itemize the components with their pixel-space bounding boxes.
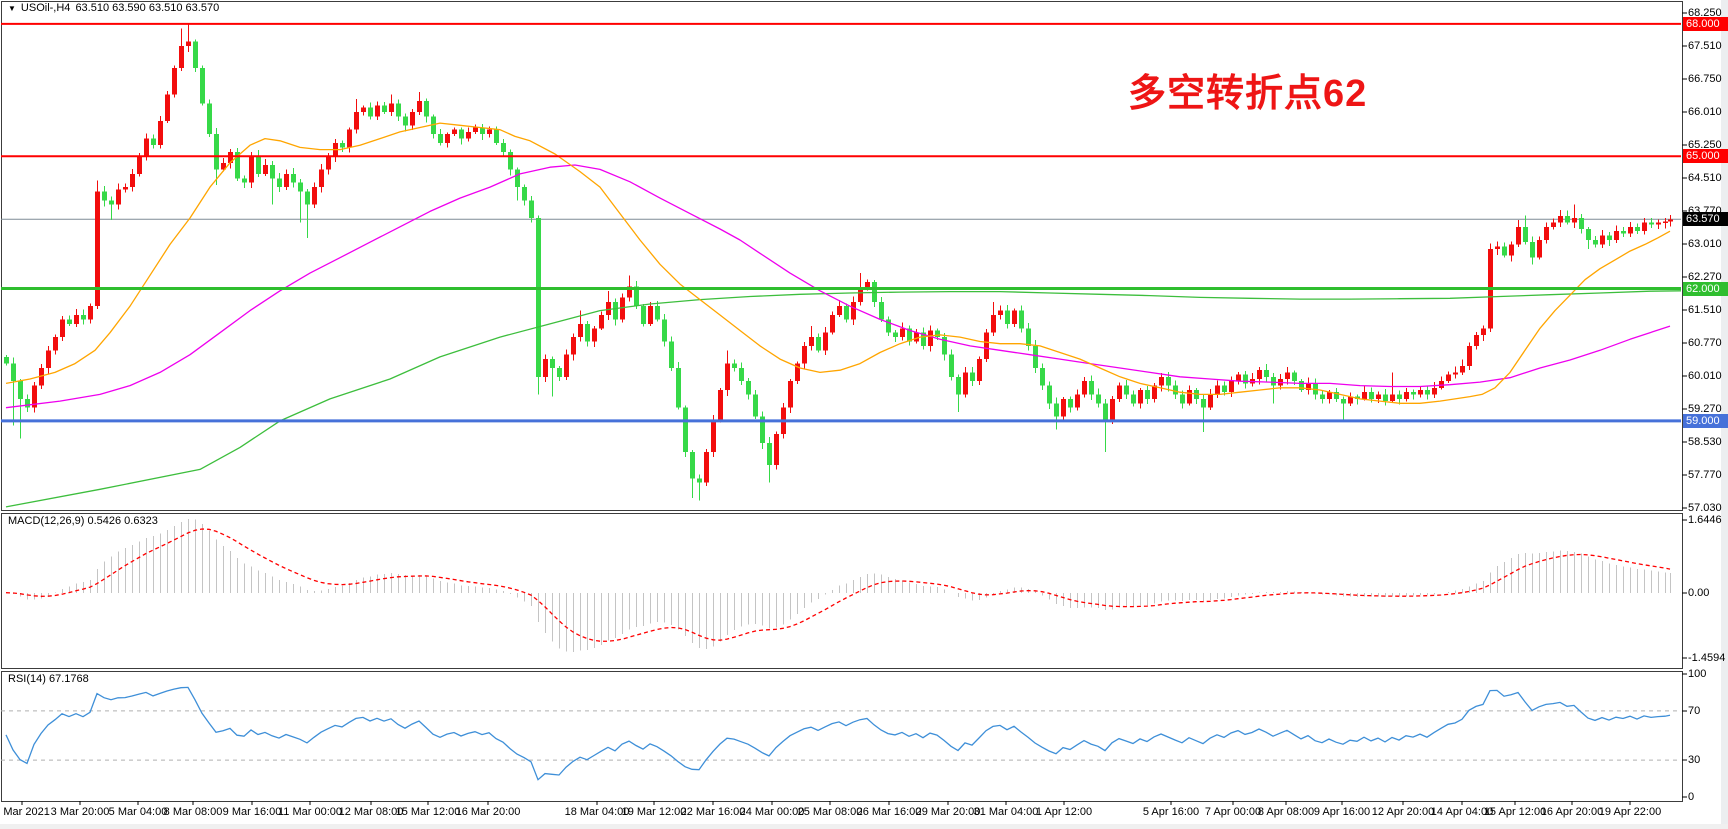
- ohlc-values: 63.510 63.590 63.510 63.570: [75, 2, 220, 14]
- indicator-axis-label: 30: [1688, 754, 1701, 766]
- price-tick-label: 59.270: [1688, 403, 1722, 415]
- time-axis-label: 12 Apr 20:00: [1371, 806, 1435, 818]
- time-axis-label: 3 Mar 20:00: [50, 806, 110, 818]
- price-tick-label: 60.770: [1688, 337, 1722, 349]
- price-tick-label: 58.530: [1688, 436, 1722, 448]
- level-price-label: 62.000: [1683, 281, 1728, 296]
- time-axis-label: 8 Apr 08:00: [1257, 806, 1315, 818]
- time-axis-label: 9 Apr 16:00: [1313, 806, 1371, 818]
- time-axis-label: 24 Mar 00:00: [739, 806, 805, 818]
- time-axis-label: 12 Mar 08:00: [338, 806, 404, 818]
- time-axis-label: 16 Mar 20:00: [455, 806, 521, 818]
- rsi-line: [5, 686, 1671, 781]
- time-axis-label: 31 Mar 04:00: [973, 806, 1039, 818]
- price-tick-label: 62.270: [1688, 271, 1722, 283]
- ma-slow-green[interactable]: [5, 290, 1682, 508]
- indicator-axis-label: 0.00: [1688, 587, 1710, 599]
- time-axis-label: 15 Apr 12:00: [1483, 806, 1547, 818]
- indicator-axis-label: 70: [1688, 705, 1701, 717]
- macd-histogram: [6, 518, 1671, 652]
- time-axis-label: 26 Mar 16:00: [856, 806, 922, 818]
- macd-layer: [5, 518, 1671, 652]
- macd-signal-line: [5, 528, 1671, 642]
- price-tick-label: 65.250: [1688, 139, 1722, 151]
- time-axis-label: 22 Mar 16:00: [680, 806, 746, 818]
- time-axis-label: 25 Mar 08:00: [797, 806, 863, 818]
- price-tick-label: 68.250: [1688, 7, 1722, 19]
- time-axis-label: 11 Mar 00:00: [277, 806, 343, 818]
- current-price-label: 63.570: [1683, 212, 1728, 227]
- price-tick-label: 61.510: [1688, 304, 1722, 316]
- time-axis-label: 1 Apr 12:00: [1035, 806, 1093, 818]
- time-axis-label: 2 Mar 2021: [0, 806, 50, 818]
- indicator-axis-label: -1.4594: [1688, 652, 1726, 664]
- price-tick-label: 66.010: [1688, 106, 1722, 118]
- level-price-label: 65.000: [1683, 149, 1728, 164]
- main-chart-layer: [1, 22, 1682, 508]
- price-tick-label: 64.510: [1688, 172, 1722, 184]
- price-tick-label: 57.030: [1688, 502, 1722, 514]
- main-panel-frame: [1, 1, 1683, 511]
- macd-panel-frame: [1, 513, 1683, 669]
- macd-indicator-label: MACD(12,26,9) 0.5426 0.6323: [8, 515, 158, 527]
- rsi-panel-frame: [1, 671, 1683, 802]
- time-axis-label: 16 Apr 20:00: [1540, 806, 1604, 818]
- time-axis-label: 29 Mar 20:00: [915, 806, 981, 818]
- time-axis-label: 19 Mar 12:00: [621, 806, 687, 818]
- candles-layer: [4, 24, 1673, 501]
- rsi-indicator-label: RSI(14) 67.1768: [8, 673, 89, 685]
- chart-header: ▼ USOil-,H4 63.510 63.590 63.510 63.570: [8, 2, 219, 14]
- price-tick-label: 57.770: [1688, 469, 1722, 481]
- time-axis-label: 7 Apr 00:00: [1204, 806, 1262, 818]
- time-axis-label: 15 Mar 12:00: [395, 806, 461, 818]
- ma-fast-orange[interactable]: [5, 122, 1671, 404]
- ma-medium-magenta[interactable]: [5, 164, 1671, 409]
- level-price-label: 68.000: [1683, 16, 1728, 31]
- time-axis-label: 8 Mar 08:00: [163, 806, 223, 818]
- level-price-label: 59.000: [1683, 413, 1728, 428]
- window-bottom-edge: [0, 824, 1728, 829]
- price-tick-label: 66.750: [1688, 73, 1722, 85]
- time-axis-label: 9 Mar 16:00: [222, 806, 282, 818]
- annotation-text: 多空转折点62: [1128, 73, 1368, 115]
- indicator-axis-label: 100: [1688, 668, 1707, 680]
- time-axis-label: 5 Mar 04:00: [108, 806, 168, 818]
- rsi-layer: [1, 686, 1681, 781]
- price-tick-label: 63.010: [1688, 238, 1722, 250]
- symbol-name: USOil-,H4: [20, 2, 71, 14]
- symbol-dropdown-icon[interactable]: ▼: [8, 3, 16, 13]
- price-tick-label: 60.010: [1688, 370, 1722, 382]
- time-axis-label: 14 Apr 04:00: [1430, 806, 1494, 818]
- time-axis-label: 19 Apr 22:00: [1598, 806, 1662, 818]
- price-tick-label: 67.510: [1688, 40, 1722, 52]
- time-axis-label: 5 Apr 16:00: [1142, 806, 1200, 818]
- indicator-axis-label: 0: [1688, 791, 1695, 803]
- time-axis-label: 18 Mar 04:00: [564, 806, 630, 818]
- indicator-axis-label: 1.6446: [1688, 514, 1722, 526]
